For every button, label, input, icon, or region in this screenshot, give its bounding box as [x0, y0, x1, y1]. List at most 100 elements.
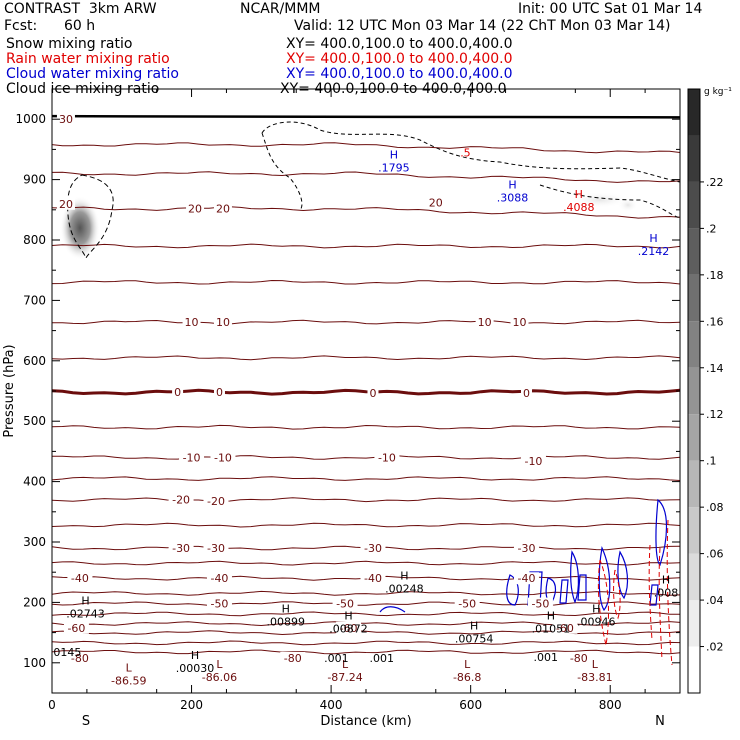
colorbar-segment	[688, 135, 700, 182]
colorbar-segment	[688, 507, 700, 554]
x-tick-label: 600	[459, 698, 482, 712]
colorbar-tick-label: .12	[706, 408, 724, 421]
isotherm-label-bg	[172, 386, 184, 399]
extremum-value: -86.06	[202, 671, 237, 684]
isotherm-line	[51, 319, 681, 325]
isotherm-label-bg	[360, 542, 386, 555]
isotherm-label: -10	[183, 451, 201, 464]
model-title: CONTRAST 3km ARW	[4, 1, 157, 17]
isotherm-label: -20	[207, 495, 225, 508]
extremum-value: .1795	[378, 161, 410, 174]
isotherm-label-bg	[280, 651, 306, 664]
x-tick-label: 0	[48, 698, 56, 712]
x-tick-label: 800	[599, 698, 622, 712]
colorbar-segment	[688, 553, 700, 601]
isotherm-label-bg	[168, 493, 194, 506]
y-tick-label: 500	[23, 414, 46, 428]
rain-water-contour	[648, 544, 653, 641]
isotherm-label: -60	[340, 622, 358, 635]
isotherm-label: -30	[364, 542, 382, 555]
isotherm-label-bg	[336, 621, 362, 634]
colorbar-segment	[688, 367, 700, 415]
colorbar-segment	[688, 414, 700, 461]
colorbar-tick-label: .02	[706, 641, 724, 654]
isotherm-line	[51, 590, 681, 596]
extremum-value: .00030	[176, 662, 215, 675]
isotherm-label-bg	[332, 597, 358, 610]
contour-value-label: .5	[460, 146, 471, 159]
isotherm-label-bg	[360, 572, 386, 585]
isotherm-label: 0	[523, 387, 530, 400]
y-tick-label: 400	[23, 475, 46, 489]
field-snow-xy: XY= 400.0,100.0 to 400.0,400.0	[286, 36, 513, 52]
isotherm-label-bg	[213, 316, 232, 329]
extremum-letter: H	[508, 178, 516, 191]
cloud-water-contour	[570, 550, 579, 604]
isotherm-label: 20	[188, 203, 202, 216]
isotherm-label: 10	[216, 316, 230, 329]
isotherm-label: -40	[518, 572, 536, 585]
isotherm-label-bg	[513, 572, 539, 585]
rain-water-contour	[666, 519, 673, 666]
isotherm-line	[51, 640, 681, 646]
extremum-value: .3088	[497, 191, 529, 204]
isotherm-line	[51, 355, 681, 361]
extremum-value: -86.59	[111, 675, 146, 688]
extremum-value: .00872	[329, 623, 368, 636]
isotherm-label-bg	[203, 494, 229, 507]
extremum-letter: L	[216, 658, 223, 671]
extremum-letter: L	[464, 658, 471, 671]
isotherm-label-bg	[566, 651, 592, 664]
init-time: Init: 00 UTC Sat 01 Mar 14	[518, 1, 703, 17]
y-tick-label: 100	[23, 656, 46, 670]
isotherm-label-bg	[552, 621, 578, 634]
forecast-label: Fcst:	[4, 18, 38, 34]
isotherm-label: -50	[531, 598, 549, 611]
isotherm-label: -80	[284, 652, 302, 665]
isotherm-label-bg	[213, 202, 232, 215]
field-cloudwater-xy: XY= 400.0,100.0 to 400.0,400.0	[286, 66, 513, 82]
cloud-water-contour	[577, 574, 587, 601]
extremum-value: -86.8	[453, 671, 481, 684]
extremum-value: .4088	[563, 201, 595, 214]
extremum-letter: L	[342, 658, 349, 671]
x-tick-label: 400	[320, 698, 343, 712]
extremum-value: .008	[654, 586, 679, 599]
field-snow-name: Snow mixing ratio	[6, 36, 133, 52]
extremum-letter: H	[470, 619, 478, 632]
isotherm-label: -30	[518, 542, 536, 555]
isotherm-label: -30	[207, 542, 225, 555]
isotherm-label-bg	[374, 451, 400, 464]
colorbar-segment	[688, 460, 700, 508]
x-axis-title: Distance (km)	[320, 714, 411, 729]
isotherm-label: 10	[185, 316, 199, 329]
extremum-value: .00946	[577, 615, 616, 628]
valid-time: Valid: 12 UTC Mon 03 Mar 14 (22 ChT Mon …	[294, 18, 671, 34]
field-rain-name: Rain water mixing ratio	[6, 51, 170, 67]
isotherm-label-bg	[203, 542, 229, 555]
endpoint-label-south: S	[82, 714, 90, 729]
isotherm-label-bg	[527, 597, 553, 610]
colorbar-tick-label: .1	[706, 455, 717, 468]
colorbar-tick-label: .04	[706, 594, 724, 607]
isotherm-line	[51, 601, 681, 606]
forecast-hours: 60 h	[64, 18, 96, 34]
isotherm-label: -60	[67, 622, 85, 635]
extremum-value: -83.81	[577, 671, 612, 684]
isotherm-label-bg	[510, 316, 529, 329]
ice-contour	[261, 121, 681, 183]
contour-value-label: .001	[369, 652, 394, 665]
extremum-letter: H	[344, 610, 352, 623]
colorbar-tick-label: .08	[706, 501, 724, 514]
rain-water-contour	[613, 569, 621, 620]
extremum-value: .00754	[455, 632, 494, 645]
isotherm-label: -80	[71, 652, 89, 665]
isotherm-label: 0	[174, 386, 181, 399]
snow-contour	[67, 174, 114, 260]
isotherm-label-bg	[56, 197, 75, 210]
extremum-value: .02743	[66, 608, 105, 621]
extremum-letter: H	[547, 610, 555, 623]
isotherm-label-bg	[513, 542, 539, 555]
rain-water-contour	[658, 547, 663, 661]
